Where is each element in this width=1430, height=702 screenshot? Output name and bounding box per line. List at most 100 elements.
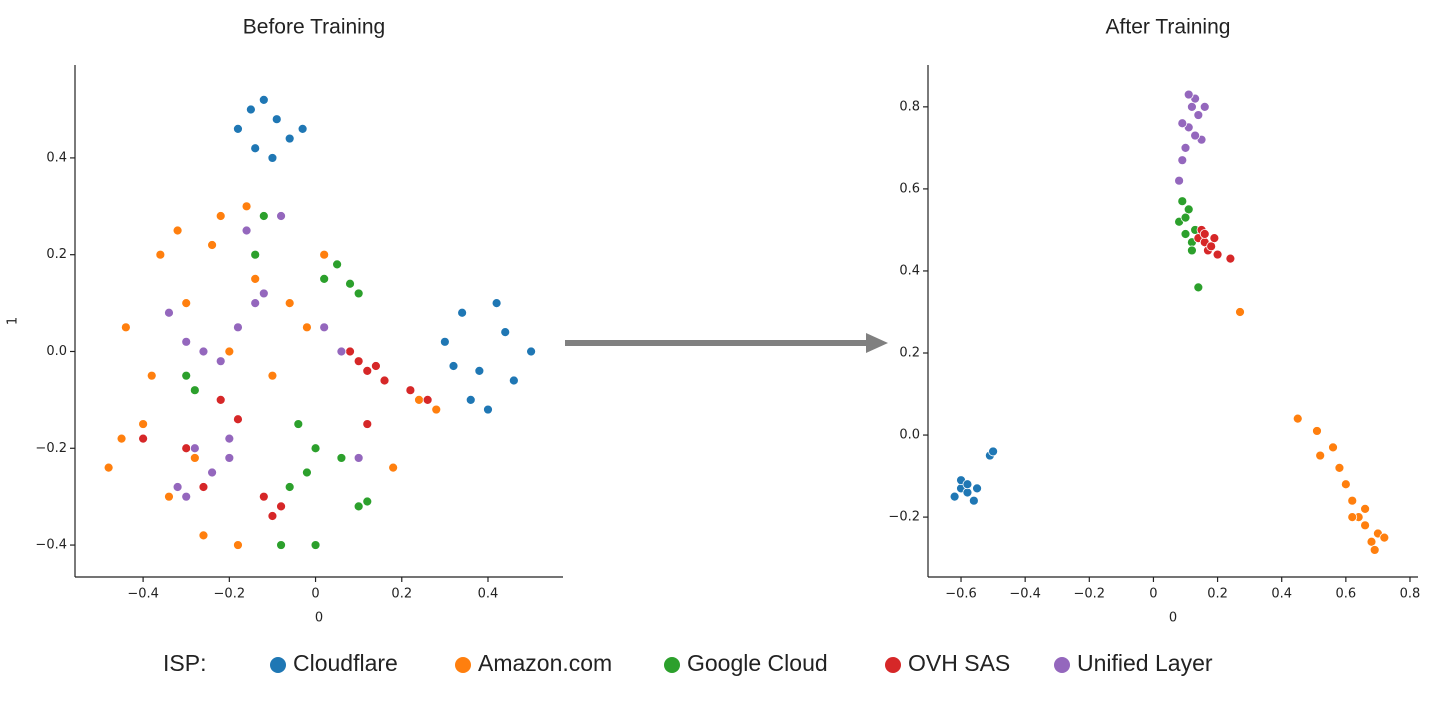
scatter-point [353, 288, 364, 299]
scatter-point [1209, 233, 1220, 244]
scatter-point [371, 361, 381, 371]
scatter-point [198, 530, 209, 541]
scatter-point [972, 483, 982, 494]
scatter-point [233, 322, 243, 333]
scatter-point [491, 298, 502, 308]
scatter-point [332, 259, 343, 270]
x-tick-label: −0.4 [1009, 587, 1041, 602]
scatter-point [198, 482, 209, 492]
scatter-point [319, 322, 330, 333]
scatter-point [1369, 545, 1380, 555]
scatter-point [250, 298, 261, 308]
scatter-point [267, 370, 278, 381]
x-tick-label: 0.4 [1271, 587, 1292, 602]
scatter-point [138, 419, 149, 429]
scatter-point [120, 322, 131, 333]
y-tick-label: 0.0 [899, 428, 920, 443]
scatter-point [362, 496, 373, 507]
scatter-point [962, 479, 973, 490]
scatter-point [172, 225, 183, 236]
scatter-point [276, 211, 286, 221]
scatter-point [962, 487, 973, 498]
scatter-point [302, 467, 312, 478]
scatter-point [181, 336, 192, 347]
scatter-point [224, 453, 235, 463]
scatter-point [1360, 520, 1370, 531]
scatter-point [284, 298, 295, 308]
scatter-point [189, 453, 200, 463]
scatter-point [1177, 196, 1188, 207]
scatter-point [1379, 532, 1390, 543]
scatter-point [284, 482, 295, 492]
scatter-point [1315, 450, 1326, 461]
scatter-point [1187, 101, 1197, 112]
y-tick-label: −0.2 [888, 510, 920, 525]
scatter-point [1312, 426, 1322, 436]
scatter-point [483, 404, 493, 415]
scatter-point [189, 385, 200, 396]
scatter-point [474, 365, 485, 376]
scatter-point [284, 133, 295, 144]
scatter-point [293, 419, 304, 429]
scatter-point [164, 307, 174, 318]
scatter-point [310, 540, 321, 550]
scatter-point [1180, 229, 1191, 239]
scatter-point [138, 433, 149, 444]
legend-label: Amazon.com [478, 650, 612, 676]
legend: Cloudflare Amazon.com Google Cloud OVH SAS U… [270, 650, 1213, 676]
arrow-head [866, 333, 888, 353]
scatter-point [224, 346, 235, 357]
x-tick-label: 0.6 [1336, 587, 1357, 602]
scatter-point [310, 443, 321, 454]
scatter-point [1340, 479, 1351, 490]
x-tick-label: 0.2 [391, 587, 412, 602]
scatter-point [250, 249, 261, 260]
x-tick-label: −0.2 [1074, 587, 1106, 602]
scatter-point [271, 114, 282, 125]
scatter-point [1328, 442, 1338, 453]
x-axis-label: 0 [315, 611, 323, 626]
scatter-point [457, 307, 468, 318]
scatter-point [207, 467, 217, 478]
legend-marker [455, 657, 471, 673]
legend-label: Google Cloud [687, 650, 828, 676]
scatter-point [949, 491, 960, 502]
legend-marker [1054, 657, 1070, 673]
scatter-point [181, 370, 192, 381]
scatter-point [353, 356, 364, 367]
scatter-point [1292, 413, 1303, 424]
y-tick-label: 0.4 [46, 150, 67, 165]
scatter-point [1199, 229, 1210, 239]
scatter-point [1187, 245, 1197, 256]
scatter-point [215, 211, 226, 221]
scatter-point [233, 540, 243, 550]
scatter-point [345, 346, 355, 357]
scatter-point [448, 361, 459, 371]
scatter-point [215, 394, 226, 405]
scatter-point [1225, 253, 1236, 264]
legend-label: OVH SAS [908, 650, 1010, 676]
legend-label: Cloudflare [293, 650, 398, 676]
scatter-point [267, 511, 278, 521]
scatter-point [414, 394, 424, 405]
y-tick-label: 0.8 [899, 99, 920, 114]
scatter-point [181, 443, 192, 454]
scatter-point [116, 433, 127, 444]
scatter-point [388, 462, 399, 473]
scatter-point [345, 278, 355, 289]
scatter-point [405, 385, 416, 396]
scatter-point [362, 419, 373, 429]
chart-title: After Training [1106, 16, 1231, 39]
legend-marker [270, 657, 286, 673]
x-axis-label: 0 [1169, 611, 1177, 626]
scatter-point [422, 394, 433, 405]
scatter-point [353, 453, 364, 463]
scatter-point [1206, 241, 1217, 252]
scatter-point [1180, 212, 1191, 223]
scatter-point [215, 356, 226, 367]
y-axis-label: 1 [6, 317, 21, 325]
x-tick-label: 0.4 [478, 587, 499, 602]
x-tick-label: 0 [311, 587, 319, 602]
scatter-point [245, 104, 256, 115]
